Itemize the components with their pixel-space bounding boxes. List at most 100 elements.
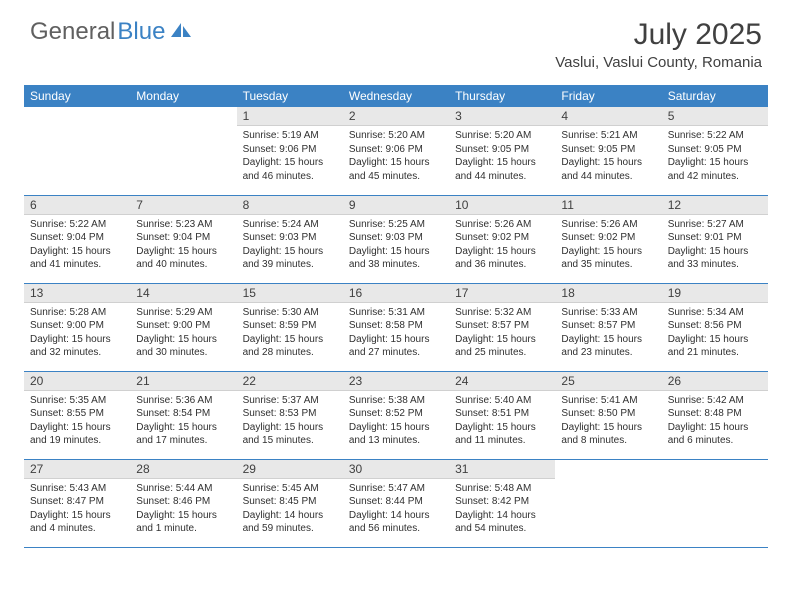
day-number: 6 — [24, 196, 130, 215]
sunrise-text: Sunrise: 5:36 AM — [136, 394, 230, 408]
day-number: 13 — [24, 284, 130, 303]
day-number — [555, 460, 661, 464]
sunrise-text: Sunrise: 5:19 AM — [243, 129, 337, 143]
sunset-text: Sunset: 8:58 PM — [349, 319, 443, 333]
day-content: Sunrise: 5:47 AMSunset: 8:44 PMDaylight:… — [343, 479, 449, 540]
day-number: 7 — [130, 196, 236, 215]
day-number — [24, 107, 130, 111]
daylight-text: Daylight: 14 hours and 56 minutes. — [349, 509, 443, 536]
sunset-text: Sunset: 8:51 PM — [455, 407, 549, 421]
day-content: Sunrise: 5:26 AMSunset: 9:02 PMDaylight:… — [449, 215, 555, 276]
month-title: July 2025 — [555, 18, 762, 52]
sunset-text: Sunset: 8:54 PM — [136, 407, 230, 421]
sunrise-text: Sunrise: 5:28 AM — [30, 306, 124, 320]
sunset-text: Sunset: 9:01 PM — [668, 231, 762, 245]
location-text: Vaslui, Vaslui County, Romania — [555, 54, 762, 71]
day-cell: 3Sunrise: 5:20 AMSunset: 9:05 PMDaylight… — [449, 107, 555, 195]
sunrise-text: Sunrise: 5:21 AM — [561, 129, 655, 143]
day-cell: 8Sunrise: 5:24 AMSunset: 9:03 PMDaylight… — [237, 195, 343, 283]
sunrise-text: Sunrise: 5:25 AM — [349, 218, 443, 232]
day-number: 22 — [237, 372, 343, 391]
sunset-text: Sunset: 8:45 PM — [243, 495, 337, 509]
day-cell: 2Sunrise: 5:20 AMSunset: 9:06 PMDaylight… — [343, 107, 449, 195]
day-number: 26 — [662, 372, 768, 391]
day-content: Sunrise: 5:24 AMSunset: 9:03 PMDaylight:… — [237, 215, 343, 276]
daylight-text: Daylight: 15 hours and 13 minutes. — [349, 421, 443, 448]
day-content: Sunrise: 5:27 AMSunset: 9:01 PMDaylight:… — [662, 215, 768, 276]
sunrise-text: Sunrise: 5:23 AM — [136, 218, 230, 232]
day-content: Sunrise: 5:28 AMSunset: 9:00 PMDaylight:… — [24, 303, 130, 364]
sunset-text: Sunset: 8:44 PM — [349, 495, 443, 509]
calendar-week-row: 27Sunrise: 5:43 AMSunset: 8:47 PMDayligh… — [24, 459, 768, 547]
day-number: 17 — [449, 284, 555, 303]
day-cell: 29Sunrise: 5:45 AMSunset: 8:45 PMDayligh… — [237, 459, 343, 547]
sunrise-text: Sunrise: 5:42 AM — [668, 394, 762, 408]
col-saturday: Saturday — [662, 85, 768, 107]
day-cell: 7Sunrise: 5:23 AMSunset: 9:04 PMDaylight… — [130, 195, 236, 283]
sunset-text: Sunset: 8:52 PM — [349, 407, 443, 421]
header: GeneralBlue July 2025 Vaslui, Vaslui Cou… — [0, 0, 792, 79]
sunrise-text: Sunrise: 5:41 AM — [561, 394, 655, 408]
day-number: 3 — [449, 107, 555, 126]
day-content: Sunrise: 5:31 AMSunset: 8:58 PMDaylight:… — [343, 303, 449, 364]
daylight-text: Daylight: 15 hours and 41 minutes. — [30, 245, 124, 272]
sunset-text: Sunset: 9:04 PM — [136, 231, 230, 245]
day-number: 14 — [130, 284, 236, 303]
day-content: Sunrise: 5:32 AMSunset: 8:57 PMDaylight:… — [449, 303, 555, 364]
day-cell — [24, 107, 130, 195]
day-content: Sunrise: 5:22 AMSunset: 9:05 PMDaylight:… — [662, 126, 768, 187]
day-number — [662, 460, 768, 464]
sunrise-text: Sunrise: 5:45 AM — [243, 482, 337, 496]
day-number: 15 — [237, 284, 343, 303]
day-content: Sunrise: 5:20 AMSunset: 9:05 PMDaylight:… — [449, 126, 555, 187]
day-cell: 9Sunrise: 5:25 AMSunset: 9:03 PMDaylight… — [343, 195, 449, 283]
sunrise-text: Sunrise: 5:32 AM — [455, 306, 549, 320]
title-block: July 2025 Vaslui, Vaslui County, Romania — [555, 18, 762, 71]
daylight-text: Daylight: 15 hours and 28 minutes. — [243, 333, 337, 360]
day-number: 24 — [449, 372, 555, 391]
day-content: Sunrise: 5:21 AMSunset: 9:05 PMDaylight:… — [555, 126, 661, 187]
sunrise-text: Sunrise: 5:43 AM — [30, 482, 124, 496]
sunset-text: Sunset: 9:06 PM — [349, 143, 443, 157]
col-tuesday: Tuesday — [237, 85, 343, 107]
day-cell: 12Sunrise: 5:27 AMSunset: 9:01 PMDayligh… — [662, 195, 768, 283]
day-number: 10 — [449, 196, 555, 215]
day-cell — [555, 459, 661, 547]
sunset-text: Sunset: 9:03 PM — [243, 231, 337, 245]
day-content: Sunrise: 5:48 AMSunset: 8:42 PMDaylight:… — [449, 479, 555, 540]
day-content: Sunrise: 5:35 AMSunset: 8:55 PMDaylight:… — [24, 391, 130, 452]
day-number: 1 — [237, 107, 343, 126]
day-cell: 19Sunrise: 5:34 AMSunset: 8:56 PMDayligh… — [662, 283, 768, 371]
day-number: 18 — [555, 284, 661, 303]
day-content: Sunrise: 5:34 AMSunset: 8:56 PMDaylight:… — [662, 303, 768, 364]
day-number: 20 — [24, 372, 130, 391]
day-number: 4 — [555, 107, 661, 126]
day-number: 11 — [555, 196, 661, 215]
day-number: 19 — [662, 284, 768, 303]
day-content: Sunrise: 5:30 AMSunset: 8:59 PMDaylight:… — [237, 303, 343, 364]
day-cell: 4Sunrise: 5:21 AMSunset: 9:05 PMDaylight… — [555, 107, 661, 195]
day-cell: 28Sunrise: 5:44 AMSunset: 8:46 PMDayligh… — [130, 459, 236, 547]
daylight-text: Daylight: 15 hours and 42 minutes. — [668, 156, 762, 183]
sunset-text: Sunset: 9:05 PM — [455, 143, 549, 157]
sunset-text: Sunset: 8:50 PM — [561, 407, 655, 421]
day-number: 16 — [343, 284, 449, 303]
day-content: Sunrise: 5:36 AMSunset: 8:54 PMDaylight:… — [130, 391, 236, 452]
day-number: 28 — [130, 460, 236, 479]
col-thursday: Thursday — [449, 85, 555, 107]
sunrise-text: Sunrise: 5:20 AM — [455, 129, 549, 143]
day-cell: 16Sunrise: 5:31 AMSunset: 8:58 PMDayligh… — [343, 283, 449, 371]
day-number: 12 — [662, 196, 768, 215]
daylight-text: Daylight: 15 hours and 32 minutes. — [30, 333, 124, 360]
day-cell: 14Sunrise: 5:29 AMSunset: 9:00 PMDayligh… — [130, 283, 236, 371]
day-cell: 6Sunrise: 5:22 AMSunset: 9:04 PMDaylight… — [24, 195, 130, 283]
day-number: 23 — [343, 372, 449, 391]
daylight-text: Daylight: 15 hours and 46 minutes. — [243, 156, 337, 183]
calendar-week-row: 1 Sunrise: 5:19 AM Sunset: 9:06 PM Daylight… — [24, 107, 768, 195]
sunrise-text: Sunrise: 5:44 AM — [136, 482, 230, 496]
sunrise-text: Sunrise: 5:47 AM — [349, 482, 443, 496]
day-cell: 21Sunrise: 5:36 AMSunset: 8:54 PMDayligh… — [130, 371, 236, 459]
day-content: Sunrise: 5:33 AMSunset: 8:57 PMDaylight:… — [555, 303, 661, 364]
sunset-text: Sunset: 8:57 PM — [561, 319, 655, 333]
daylight-text: Daylight: 15 hours and 44 minutes. — [561, 156, 655, 183]
